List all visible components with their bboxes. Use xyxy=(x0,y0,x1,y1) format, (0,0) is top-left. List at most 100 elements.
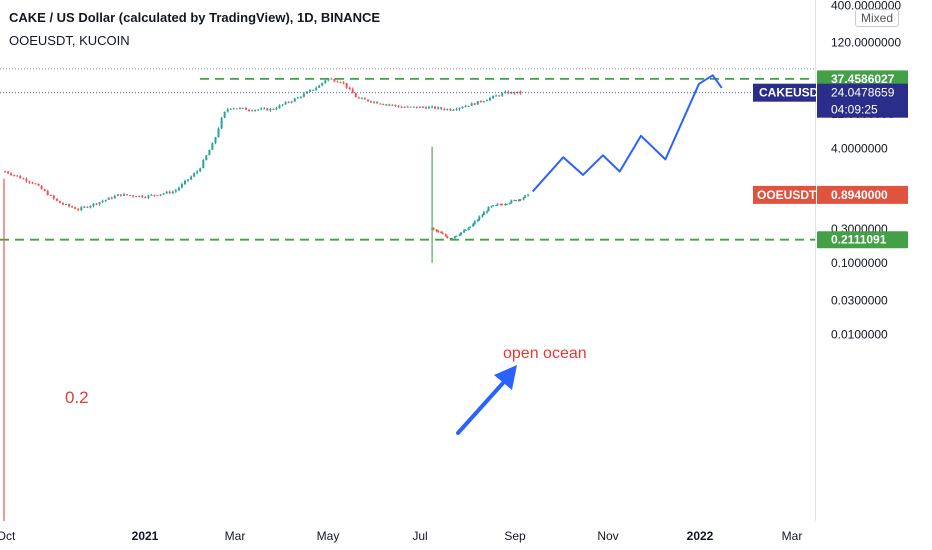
candle xyxy=(513,91,516,95)
candle xyxy=(80,205,83,212)
candle-body xyxy=(119,194,122,196)
candle-body xyxy=(458,107,461,110)
candle xyxy=(58,200,61,204)
x-tick-label: Mar xyxy=(782,529,803,543)
candle-body xyxy=(55,198,58,201)
comparison-symbol-label[interactable]: OOEUSDT, KUCOIN xyxy=(9,33,130,48)
candle xyxy=(455,107,458,111)
candle-body xyxy=(499,204,502,206)
candle-body xyxy=(507,91,510,94)
candle-body xyxy=(165,191,168,194)
candle xyxy=(464,229,467,231)
candle xyxy=(472,222,475,227)
candle xyxy=(351,87,354,94)
candle-body xyxy=(449,108,452,111)
candle-body xyxy=(196,171,199,174)
projection-path xyxy=(531,74,723,193)
candle xyxy=(501,92,504,97)
candle-body xyxy=(141,195,144,198)
candle xyxy=(482,210,485,216)
candle xyxy=(391,104,394,106)
candle xyxy=(211,142,214,150)
candle-body xyxy=(452,109,455,111)
candle-body xyxy=(428,107,430,109)
candle xyxy=(302,92,305,98)
candle xyxy=(226,107,229,113)
candle xyxy=(461,106,464,109)
candle-body xyxy=(89,205,92,208)
cakeusd-countdown-text: 04:09:25 xyxy=(831,103,878,117)
candle xyxy=(504,90,507,94)
candle-body xyxy=(321,82,324,86)
candle-body xyxy=(496,204,499,206)
scale-mode-badge[interactable]: Mixed xyxy=(855,9,900,27)
candle xyxy=(524,195,527,198)
candle xyxy=(296,96,299,99)
candle xyxy=(245,107,247,110)
candle xyxy=(324,80,327,84)
candle-body xyxy=(455,235,458,237)
candle-body xyxy=(487,206,490,212)
candle xyxy=(65,203,67,205)
support-price-tag-box xyxy=(817,231,908,249)
candle-body xyxy=(446,236,449,239)
candle xyxy=(403,106,406,108)
candle xyxy=(177,186,180,192)
candle xyxy=(266,108,269,111)
candle xyxy=(492,95,495,100)
candle-body xyxy=(379,103,382,105)
candle xyxy=(168,190,171,195)
candle xyxy=(202,159,205,169)
y-tick-label: 120.0000000 xyxy=(831,36,901,50)
candle xyxy=(86,206,89,208)
candle xyxy=(473,103,476,106)
candle-body xyxy=(469,226,472,228)
candle xyxy=(187,179,189,183)
candle xyxy=(55,198,58,202)
candle xyxy=(412,106,415,108)
candle xyxy=(492,205,495,207)
candle xyxy=(153,194,156,197)
candle-body xyxy=(510,200,513,203)
candle-body xyxy=(478,216,481,220)
annotation-level-label: 0.2 xyxy=(65,388,89,407)
candle-body xyxy=(495,204,498,206)
candle-body xyxy=(524,195,527,198)
y-tick-label: 4.0000000 xyxy=(831,141,888,155)
candle-body xyxy=(464,105,467,107)
candle-body xyxy=(116,194,119,196)
candle-body xyxy=(437,231,440,232)
candle xyxy=(527,194,530,197)
candle xyxy=(486,99,488,102)
candle xyxy=(196,170,199,175)
candle xyxy=(269,108,272,112)
candle-body xyxy=(510,92,513,94)
candle xyxy=(469,226,472,228)
candle-body xyxy=(376,101,379,104)
candle-body xyxy=(254,109,257,111)
candle-body xyxy=(171,191,174,194)
candle xyxy=(171,190,174,195)
candle-body xyxy=(473,103,476,105)
candle xyxy=(251,109,254,112)
candle xyxy=(147,194,150,200)
x-tick-label: Oct xyxy=(0,529,16,543)
candle xyxy=(327,78,330,82)
candle xyxy=(4,170,6,173)
candle-body xyxy=(10,173,13,176)
candle-body xyxy=(388,104,391,106)
arrow-shaft xyxy=(456,381,505,435)
candle xyxy=(464,104,467,108)
candle xyxy=(357,96,360,99)
candle-body xyxy=(409,106,412,108)
candle xyxy=(312,89,315,91)
candle xyxy=(199,167,202,173)
candle xyxy=(129,195,132,197)
candle xyxy=(487,206,490,212)
candle xyxy=(25,177,28,183)
candle-body xyxy=(214,137,217,144)
resistance-price-tag-box xyxy=(817,70,908,88)
candle xyxy=(315,86,318,92)
candle-body xyxy=(266,108,269,111)
